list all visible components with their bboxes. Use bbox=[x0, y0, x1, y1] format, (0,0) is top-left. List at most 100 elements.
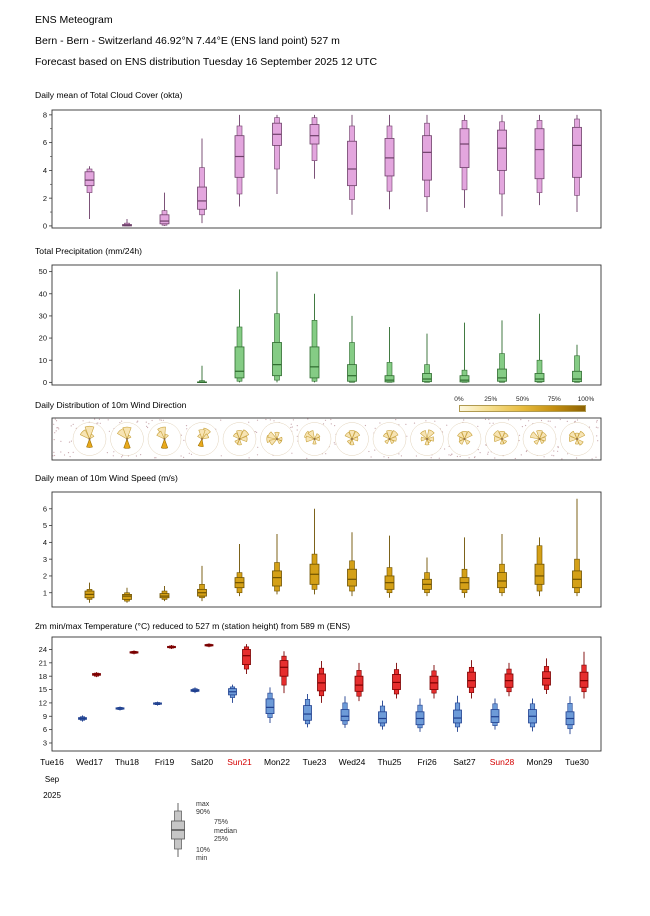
precip-Sun28-box-25-75 bbox=[497, 368, 507, 382]
stipple-dot bbox=[597, 427, 599, 429]
wind-rose-petal bbox=[382, 432, 391, 440]
stipple-dot bbox=[67, 452, 70, 454]
day-label-sat27: Sat27 bbox=[453, 757, 475, 767]
wind-rose-petal bbox=[426, 438, 432, 444]
temp-max-Sun21-box-25-75 bbox=[242, 649, 251, 666]
stipple-dot bbox=[364, 424, 366, 427]
page-title: ENS Meteogram bbox=[35, 14, 113, 26]
wind-rose-petal bbox=[274, 431, 280, 440]
wind-rose-petal bbox=[79, 429, 91, 440]
temp-frame bbox=[51, 636, 602, 752]
y-tick-label: 40 bbox=[39, 289, 47, 298]
legend-label-75: 75% bbox=[214, 819, 228, 826]
wind-rose-petal bbox=[463, 430, 473, 440]
stipple-dot bbox=[379, 422, 381, 424]
precip-Wed24-box-10-90 bbox=[349, 342, 355, 383]
day-label-thu18: Thu18 bbox=[115, 757, 139, 767]
stipple-dot bbox=[438, 457, 440, 459]
cloud-Tue30-box-25-75 bbox=[572, 126, 582, 178]
stipple-dot bbox=[162, 419, 164, 421]
year-label: 2025 bbox=[43, 791, 61, 800]
stipple-dot bbox=[387, 457, 390, 459]
y-tick-label: 50 bbox=[39, 267, 47, 276]
wind-rose-petal bbox=[198, 429, 206, 440]
stipple-dot bbox=[220, 455, 222, 457]
stipple-dot bbox=[451, 453, 453, 455]
wind-direction-panel-title: Daily Distribution of 10m Wind Direction bbox=[35, 400, 187, 410]
wind-rose-petal bbox=[536, 430, 543, 440]
stipple-dot bbox=[334, 443, 336, 445]
wind-rose-petal bbox=[420, 436, 428, 442]
wind-rose-petal bbox=[501, 432, 509, 440]
y-tick-label: 9 bbox=[43, 712, 47, 721]
wind-rose-center bbox=[351, 438, 353, 440]
day-label-fri26: Fri26 bbox=[417, 757, 437, 767]
day-label-sat20: Sat20 bbox=[191, 757, 213, 767]
wind-rose-petal bbox=[348, 430, 356, 440]
y-tick-label: 2 bbox=[43, 572, 47, 581]
temp-max-Sat27-box-25-75 bbox=[467, 671, 476, 688]
stipple-dot bbox=[60, 440, 62, 442]
stipple-dot bbox=[334, 425, 336, 427]
cloud-Mon29-box-25-75 bbox=[534, 128, 545, 180]
stipple-dot bbox=[434, 420, 436, 422]
legend-label-min: min bbox=[196, 855, 207, 862]
y-tick-label: 10 bbox=[39, 356, 47, 365]
forecast-line: Forecast based on ENS distribution Tuesd… bbox=[35, 56, 378, 68]
wind-rose-center bbox=[313, 438, 316, 440]
stipple-dot bbox=[494, 457, 496, 459]
stipple-dot bbox=[54, 454, 56, 457]
wind-rose-petal bbox=[458, 438, 466, 445]
day-label-mon29: Mon29 bbox=[527, 757, 553, 767]
wind-rose-petal bbox=[312, 438, 317, 445]
wind-rose-petal bbox=[538, 436, 546, 442]
stipple-dot bbox=[306, 457, 308, 459]
stipple-dot bbox=[557, 445, 559, 448]
stipple-dot bbox=[487, 453, 489, 455]
stipple-dot bbox=[591, 458, 593, 460]
stipple-dot bbox=[112, 455, 114, 457]
day-label-thu25: Thu25 bbox=[377, 757, 401, 767]
stipple-dot bbox=[547, 420, 549, 422]
stipple-dot bbox=[52, 455, 54, 457]
legend-label-25: 25% bbox=[214, 836, 228, 843]
stipple-dot bbox=[159, 419, 161, 421]
wind-rose-petal bbox=[388, 430, 399, 440]
stipple-dot bbox=[113, 451, 115, 453]
stipple-dot bbox=[155, 457, 157, 459]
wind-legend-label-50: 50% bbox=[515, 396, 530, 403]
stipple-dot bbox=[160, 419, 162, 421]
stipple-dot bbox=[55, 430, 57, 432]
day-label-wed17: Wed17 bbox=[76, 757, 103, 767]
wind-rose-petal bbox=[533, 438, 541, 445]
wind-rose-petal bbox=[493, 430, 503, 440]
stipple-dot bbox=[63, 454, 66, 456]
stipple-dot bbox=[368, 450, 370, 453]
wind-rose-center bbox=[276, 438, 278, 440]
stipple-dot bbox=[554, 426, 556, 428]
stipple-dot bbox=[256, 431, 258, 433]
stipple-dot bbox=[147, 426, 149, 429]
cloud-Wed24-box-25-75 bbox=[347, 140, 357, 187]
temp-max-Wed24-box-25-75 bbox=[354, 675, 364, 692]
cloud-Sat27-box-25-75 bbox=[459, 128, 470, 169]
precip-Tue30-box-25-75 bbox=[572, 370, 582, 383]
stipple-dot bbox=[60, 451, 62, 453]
stipple-dot bbox=[108, 430, 110, 432]
y-tick-label: 6 bbox=[43, 138, 47, 147]
stipple-dot bbox=[72, 423, 74, 425]
stipple-dot bbox=[507, 419, 510, 421]
stipple-dot bbox=[269, 419, 271, 421]
wind-legend-label-100: 100% bbox=[577, 396, 595, 403]
stipple-dot bbox=[477, 425, 479, 427]
wind-legend-label-75: 75% bbox=[547, 396, 561, 403]
legend-label-10: 10% bbox=[196, 847, 210, 854]
stipple-dot bbox=[135, 455, 137, 457]
wind-rose-petal bbox=[574, 438, 580, 445]
wind-legend-gradient-bar bbox=[459, 405, 586, 412]
wind-speed-panel: 1 2 3 4 5 6 bbox=[43, 491, 602, 608]
y-tick-label: 3 bbox=[43, 555, 47, 564]
stipple-dot bbox=[97, 422, 99, 424]
wind-rose-petal bbox=[238, 429, 250, 440]
